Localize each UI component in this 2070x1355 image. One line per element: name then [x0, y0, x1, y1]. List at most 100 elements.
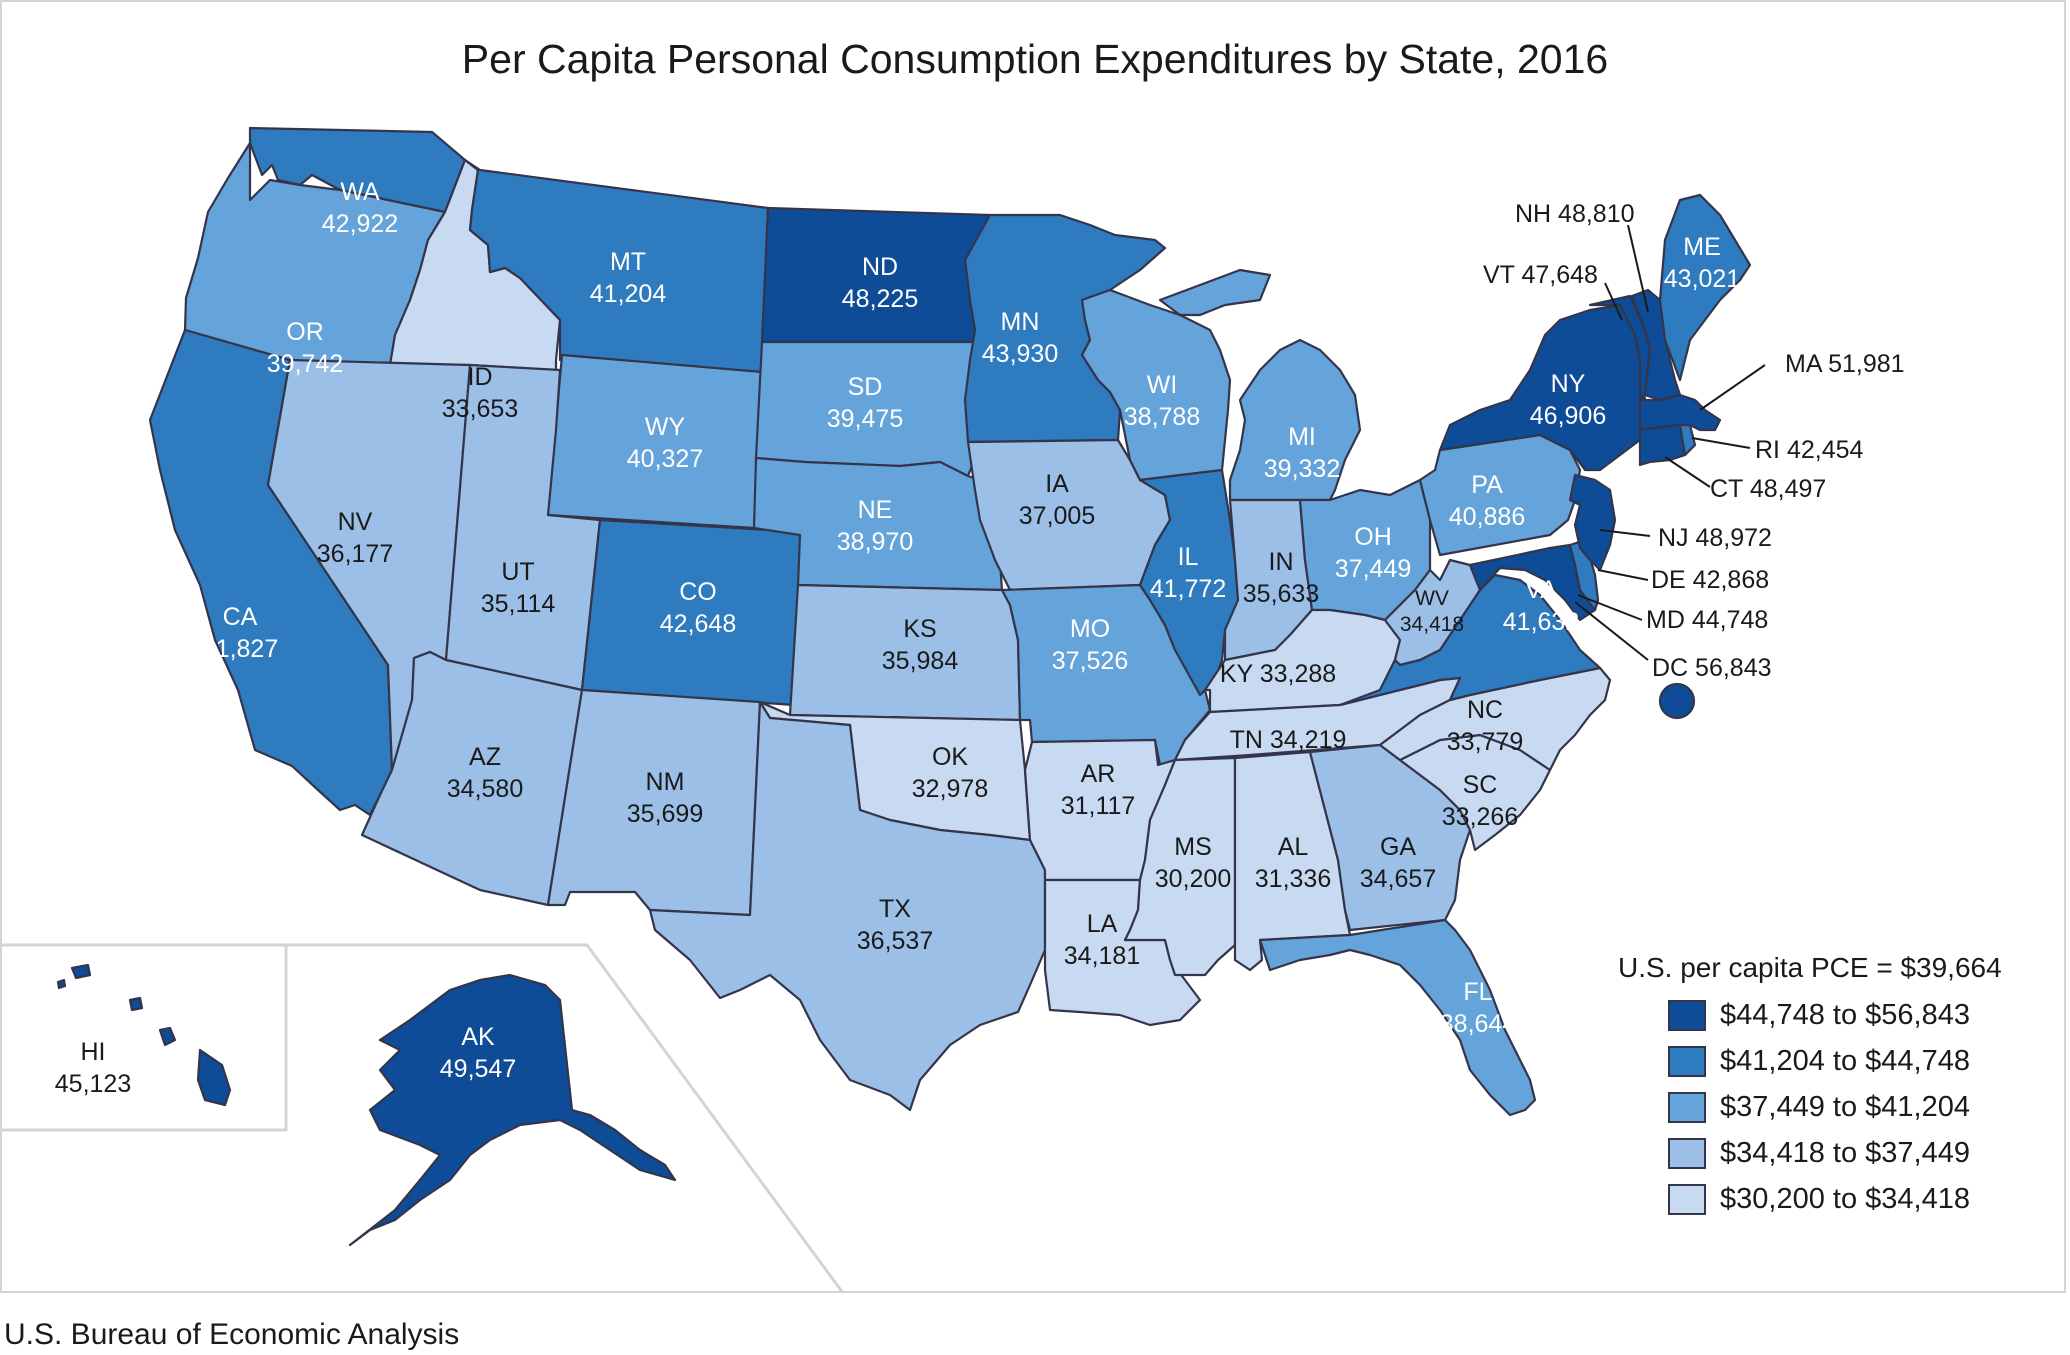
state-callout-ri: RI 42,454 — [1755, 436, 1864, 464]
state-abbr: MN — [1001, 308, 1040, 336]
state-callout-vt: VT 47,648 — [1483, 261, 1598, 289]
legend-label: $41,204 to $44,748 — [1720, 1044, 1970, 1077]
state-label-ny: NY 46,906 — [1530, 370, 1606, 430]
state-value: 42,648 — [660, 610, 736, 638]
state-label-pa: PA 40,886 — [1449, 471, 1525, 531]
state-label-mt: MT 41,204 — [590, 248, 667, 308]
state-label-wa: WA 42,922 — [322, 178, 398, 238]
state-abbr: WA — [340, 178, 380, 206]
state-value: 40,886 — [1449, 503, 1525, 531]
state-abbr: IA — [1045, 470, 1069, 498]
state-label-va: VA 41,632 — [1503, 576, 1579, 636]
legend-swatch — [1668, 1137, 1706, 1169]
state-label-wv: WV 34,418 — [1400, 587, 1464, 636]
state-hi — [56, 963, 232, 1107]
state-abbr: SD — [848, 373, 883, 401]
state-value: 34,580 — [447, 775, 523, 803]
state-label-ar: AR 31,117 — [1061, 760, 1136, 820]
state-abbr: UT — [501, 558, 534, 586]
state-value: 35,984 — [882, 647, 959, 675]
state-value: 41,772 — [1150, 575, 1226, 603]
state-value: 39,332 — [1264, 455, 1340, 483]
state-va — [1338, 573, 1602, 707]
state-value: 34,657 — [1360, 865, 1436, 893]
state-abbr: AZ — [469, 743, 501, 771]
state-wa — [248, 126, 467, 214]
state-value: 41,204 — [590, 280, 667, 308]
state-value: 30,200 — [1155, 865, 1231, 893]
state-abbr: ID — [468, 363, 493, 391]
state-label-ut: UT 35,114 — [481, 558, 556, 618]
state-abbr: WY — [645, 413, 686, 441]
state-nj — [1568, 473, 1617, 572]
legend-label: $34,418 to $37,449 — [1720, 1136, 1970, 1169]
state-value: 32,978 — [912, 775, 988, 803]
state-value: 34,418 — [1400, 613, 1464, 636]
state-label-nc: NC 33,779 — [1447, 696, 1523, 756]
state-label-wy: WY 40,327 — [627, 413, 703, 473]
legend-label: $30,200 to $34,418 — [1720, 1182, 1970, 1215]
state-value: 39,742 — [267, 350, 343, 378]
state-label-ga: GA 34,657 — [1360, 833, 1436, 893]
state-label-ne: NE 38,970 — [837, 496, 913, 556]
legend-swatch — [1668, 1183, 1706, 1215]
map-title: Per Capita Personal Consumption Expendit… — [461, 36, 1609, 82]
inset-border — [0, 943, 845, 1294]
state-label-tx: TX 36,537 — [857, 895, 933, 955]
state-tx — [648, 700, 1047, 1112]
state-value: 35,633 — [1243, 580, 1319, 608]
state-abbr: CO — [679, 578, 717, 606]
state-callout-nh: NH 48,810 — [1515, 200, 1635, 228]
state-callout-ct: CT 48,497 — [1710, 475, 1826, 503]
state-abbr: AR — [1081, 760, 1116, 788]
state-ct — [1638, 423, 1687, 467]
state-value: 46,906 — [1530, 402, 1606, 430]
state-label-wi: WI 38,788 — [1124, 371, 1200, 431]
state-label-ok: OK 32,978 — [912, 743, 988, 803]
legend-swatch — [1668, 1091, 1706, 1123]
state-callout-ma: MA 51,981 — [1785, 350, 1905, 378]
legend-row: $41,204 to $44,748 — [1618, 1038, 2028, 1084]
state-callout-nj: NJ 48,972 — [1658, 524, 1772, 552]
state-value: 40,327 — [627, 445, 703, 473]
state-label-nd: ND 48,225 — [842, 253, 918, 313]
state-value: 34,181 — [1064, 942, 1140, 970]
state-value: 35,114 — [481, 590, 556, 618]
state-value: 38,644 — [1440, 1010, 1517, 1038]
state-value: 41,827 — [202, 635, 278, 663]
state-label-oh: OH 37,449 — [1335, 523, 1411, 583]
state-abbr: MS — [1174, 833, 1212, 861]
state-label-hi: HI 45,123 — [55, 1038, 131, 1098]
state-value: 48,225 — [842, 285, 918, 313]
state-label-il: IL 41,772 — [1150, 543, 1226, 603]
legend-swatch — [1668, 999, 1706, 1031]
state-label-ky: KY 33,288 — [1220, 660, 1336, 688]
legend-row: $30,200 to $34,418 — [1618, 1176, 2028, 1222]
state-abbr: NE — [858, 496, 893, 524]
state-abbr: FL — [1463, 978, 1492, 1006]
state-label-me: ME 43,021 — [1664, 233, 1740, 293]
state-value: 33,779 — [1447, 728, 1523, 756]
state-abbr: MI — [1288, 423, 1316, 451]
state-label-mo: MO 37,526 — [1052, 615, 1128, 675]
state-ak — [348, 973, 677, 1247]
legend-label: $37,449 to $41,204 — [1720, 1090, 1970, 1123]
state-abbr: PA — [1471, 471, 1503, 499]
state-label-in: IN 35,633 — [1243, 548, 1319, 608]
state-value: 37,449 — [1335, 555, 1411, 583]
state-label-mi: MI 39,332 — [1264, 423, 1340, 483]
state-label-nv: NV 36,177 — [317, 508, 393, 568]
state-abbr: GA — [1380, 833, 1416, 861]
state-ri — [1678, 423, 1697, 457]
state-label-co: CO 42,648 — [660, 578, 736, 638]
state-abbr: ND — [862, 253, 898, 281]
state-label-fl: FL 38,644 — [1440, 978, 1517, 1038]
state-label-sd: SD 39,475 — [827, 373, 903, 433]
state-value: 37,005 — [1019, 502, 1095, 530]
state-mi — [1158, 268, 1362, 502]
state-abbr: NY — [1551, 370, 1586, 398]
state-abbr: IL — [1178, 543, 1199, 571]
state-abbr: MT — [610, 248, 646, 276]
state-value: 36,537 — [857, 927, 933, 955]
